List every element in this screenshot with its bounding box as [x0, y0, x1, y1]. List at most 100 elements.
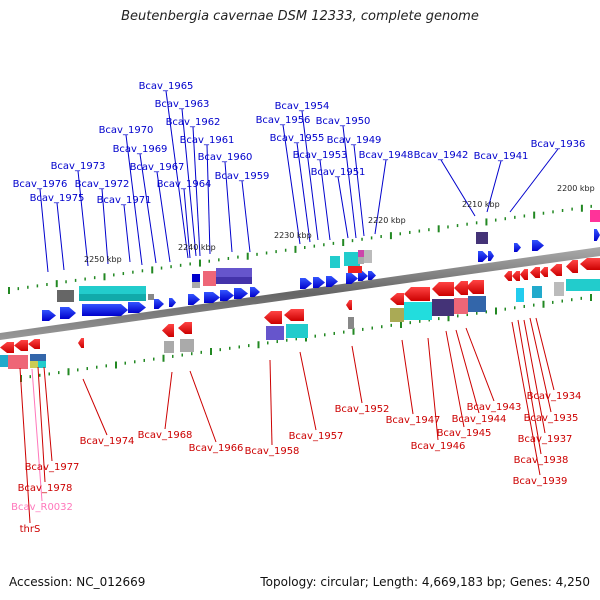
reverse-gene-arrow: [540, 267, 548, 277]
lower-tick: [514, 306, 516, 310]
top-gene-label-leader: [374, 159, 387, 235]
bottom-gene-label-leader: [445, 330, 465, 428]
top-gene-label-leader: [56, 202, 65, 271]
bottom-gene-label-leader: [31, 368, 43, 502]
bottom-gene-label: Bcav_1939: [513, 476, 568, 487]
top-gene-label: Bcav_1936: [531, 139, 586, 150]
annotation-box: [390, 308, 404, 322]
reverse-gene-arrow: [28, 339, 40, 349]
bottom-gene-label: Bcav_1938: [514, 455, 569, 466]
top-gene-label-leader: [440, 159, 476, 217]
top-gene-label-leader: [77, 170, 89, 267]
top-gene-label: Bcav_1973: [51, 161, 106, 172]
lower-tick: [381, 325, 383, 329]
annotation-box: [432, 299, 454, 316]
lower-tick: [210, 348, 212, 355]
top-gene-label: Bcav_1967: [130, 162, 185, 173]
lower-tick: [485, 310, 487, 314]
upper-tick: [361, 237, 363, 241]
scale-label: 2250 kbp: [84, 255, 122, 264]
lower-tick: [39, 373, 41, 377]
lower-tick: [447, 314, 450, 322]
top-gene-label-leader: [183, 188, 191, 259]
lower-tick: [286, 338, 288, 342]
forward-gene-arrow: [220, 290, 234, 301]
label-leaders: [19, 90, 559, 524]
forward-gene-arrow: [326, 276, 338, 287]
accession-text: Accession: NC_012669: [9, 575, 146, 589]
bottom-gene-label: Bcav_1958: [245, 446, 300, 457]
upper-tick: [380, 235, 382, 239]
upper-tick: [590, 204, 592, 208]
upper-tick: [323, 243, 325, 247]
scale-label: 2240 kbp: [178, 243, 216, 252]
forward-gene-arrow: [514, 243, 521, 252]
reverse-gene-arrow: [520, 269, 528, 280]
upper-tick: [93, 276, 96, 280]
annotation-box: [476, 232, 488, 244]
lower-tick: [580, 296, 582, 300]
upper-tick: [198, 259, 201, 267]
bottom-gene-label: Bcav_1966: [189, 443, 244, 454]
lower-tick: [561, 299, 563, 303]
upper-tick: [8, 287, 10, 294]
reverse-gene-arrow: [78, 338, 84, 348]
reverse-gene-arrow: [432, 282, 454, 296]
reverse-gene-arrow: [566, 260, 578, 273]
upper-tick: [332, 241, 335, 245]
top-gene-label-leader: [282, 124, 301, 245]
bottom-gene-label-leader: [535, 317, 555, 391]
forward-gene-arrow: [234, 288, 248, 299]
scale-label: 2200 kbp: [557, 184, 595, 193]
annotation-box: [286, 324, 308, 338]
reverse-gene-arrow: [580, 258, 600, 270]
lower-tick: [390, 323, 392, 327]
forward-gene-arrow: [478, 251, 488, 262]
bottom-gene-label-leader: [43, 366, 53, 462]
annotation-box: [180, 339, 194, 352]
upper-tick: [208, 259, 211, 263]
upper-tick: [227, 256, 230, 260]
upper-tick: [265, 251, 268, 255]
bottom-gene-label: Bcav_1947: [386, 415, 441, 426]
upper-tick: [27, 285, 29, 289]
top-gene-label-leader: [296, 142, 311, 243]
upper-tick: [122, 272, 125, 276]
lower-tick: [295, 337, 297, 341]
gene-labels: 2250 kbp 2240 kbp 2230 kbp 2220 kbp 2210 kbp…: [11, 81, 595, 535]
lower-tick: [181, 353, 183, 357]
reverse-gene-arrow: [264, 311, 282, 324]
reverse-gene-arrow: [530, 267, 540, 278]
lower-tick: [29, 375, 31, 379]
lower-tick: [324, 333, 326, 337]
upper-tick: [399, 232, 401, 236]
upper-tick: [141, 269, 144, 273]
bottom-gene-label-leader: [269, 359, 273, 446]
top-gene-label-leader: [319, 159, 331, 241]
top-gene-label: Bcav_1950: [316, 116, 371, 127]
top-gene-label: Bcav_1976: [13, 179, 68, 190]
upper-tick: [160, 266, 163, 270]
upper-tick: [113, 273, 115, 277]
annotation-box: [30, 361, 38, 368]
forward-gene-arrow: [300, 278, 312, 289]
top-gene-label-leader: [509, 148, 559, 213]
bottom-gene-label: Bcav_1943: [467, 402, 522, 413]
bottom-gene-label: Bcav_1978: [18, 483, 73, 494]
annotation-box: [358, 250, 364, 257]
top-gene-label-leader: [353, 144, 365, 237]
top-gene-label-leader: [192, 126, 201, 257]
bottom-gene-label-leader: [351, 345, 363, 404]
upper-tick: [313, 244, 316, 248]
lower-tick: [267, 341, 269, 345]
annotation-box: [216, 268, 252, 277]
upper-tick: [246, 252, 249, 260]
lower-tick: [77, 368, 79, 372]
top-gene-label-leader: [301, 110, 319, 241]
lower-tick: [276, 340, 278, 344]
genome-backbone: [0, 247, 600, 340]
top-gene-label: Bcav_1954: [275, 101, 330, 112]
lower-tick: [134, 360, 136, 364]
annotation-box: [266, 326, 284, 340]
upper-tick: [514, 215, 516, 219]
